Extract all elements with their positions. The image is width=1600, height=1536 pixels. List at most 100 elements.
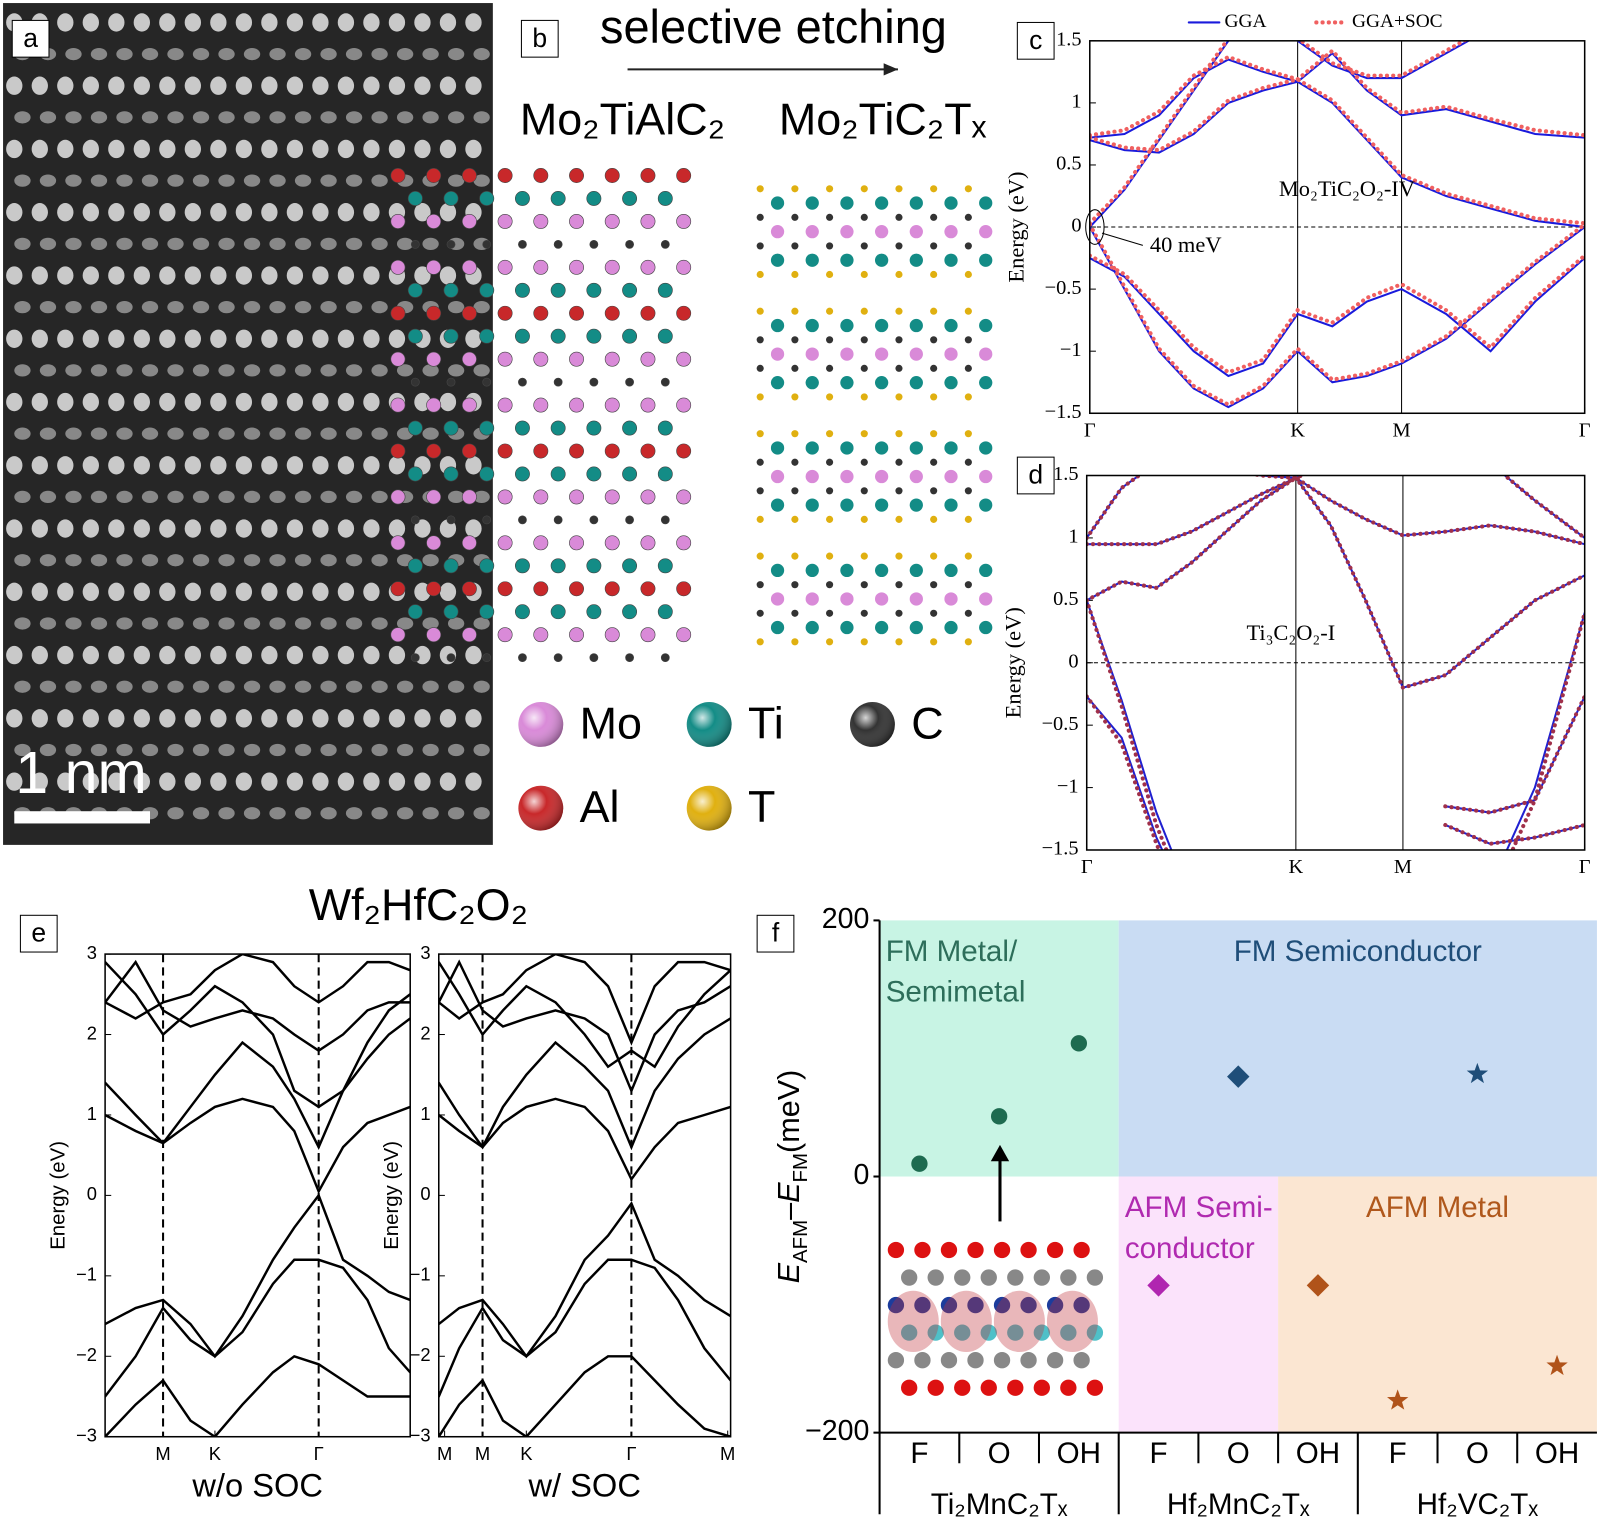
atom [860,487,868,495]
atom-column [371,554,388,567]
atom [443,328,459,344]
plot-frame [438,953,732,1438]
plot-frame [104,953,411,1438]
atom-column [312,582,329,602]
atom [979,441,993,455]
atom-column [57,645,74,665]
atom-column [363,203,380,222]
atom [826,581,834,589]
atom-column [116,743,133,757]
atom-column [261,645,278,665]
atom [909,592,923,606]
atom-column [371,743,388,757]
atom-column [141,427,159,440]
atom-column [159,266,176,285]
atom-column [82,329,99,348]
atom-column [312,392,329,412]
band [438,1258,731,1398]
y-axis-label: Energy (eV) [381,1141,403,1250]
band [1086,475,1585,603]
atom [497,259,513,275]
inset-atom [1007,1379,1024,1396]
inset-atom [1033,1324,1050,1341]
atom [426,581,442,597]
legend-label: Ti [748,697,784,748]
panel-label: d [1028,460,1043,490]
atom-column [243,301,261,314]
atom-column [57,582,74,602]
y-tick-label: 3 [420,942,430,963]
etch-arrow-head [883,63,898,76]
atom-column [39,111,57,124]
atom-column [337,329,355,348]
atom [826,213,834,221]
atom [895,364,903,372]
y-tick-label: 0 [853,1159,869,1191]
atom-column [57,13,74,32]
inset-atom [927,1324,944,1341]
atom [461,305,477,321]
legend-label: C [911,697,943,748]
atom [930,270,938,279]
atom-column [57,709,74,728]
atom [930,364,938,372]
atom-column [320,807,337,820]
atom-column [6,772,23,791]
atom [840,196,854,210]
atom-column [90,743,108,757]
band [105,1354,411,1437]
atom [791,515,799,523]
x-tick-label: O [1227,1437,1250,1470]
scale-bar [14,811,150,824]
atom [791,581,799,589]
atom [860,581,868,589]
inset-atom [901,1379,918,1396]
atom-column [159,329,176,348]
atom-column [447,807,465,820]
atom-column [337,13,355,32]
atom-column [31,709,48,728]
atom [791,185,799,193]
atom [479,466,495,482]
atom-column [371,301,388,314]
atom-column [414,76,431,95]
atom [660,377,670,387]
atom [497,443,513,459]
atom-column [286,13,304,32]
atom-column [65,490,82,504]
atom [390,535,406,551]
atom [589,377,599,387]
inset-atom [954,1379,971,1396]
atom [518,239,527,249]
atom-column [414,203,431,222]
point [1466,1062,1489,1084]
atom-column [82,645,99,665]
atom-column [39,174,57,187]
atom-column [345,111,363,124]
atom [407,558,423,574]
atom-column [167,554,184,567]
atom-column [269,47,286,61]
atom [944,620,958,635]
atom-column [447,301,465,314]
panel-title: Wf₂HfC₂O₂ [309,879,528,930]
atom-column [294,364,312,377]
plot-frame [1089,40,1586,415]
atom [553,653,563,663]
atom [874,318,889,333]
atom [944,347,958,361]
atom-column [294,743,312,757]
atom [930,430,938,438]
inset-atom [1073,1296,1090,1314]
annotation: Mo₂TiC₂O₂-IV [1279,176,1415,201]
y-tick-label: 1 [420,1103,430,1124]
x-tick-label: O [1466,1437,1489,1470]
atom [944,498,958,512]
inset-atom [1060,1269,1077,1286]
atom-column [141,680,159,693]
atom-column [184,582,202,602]
figure-body: a 1 nm b selective etching Mo₂TiAlC₂ Mo₂… [3,1,1597,1521]
atom-column [235,266,253,285]
atom-column [261,519,278,538]
atom-column [108,203,125,222]
